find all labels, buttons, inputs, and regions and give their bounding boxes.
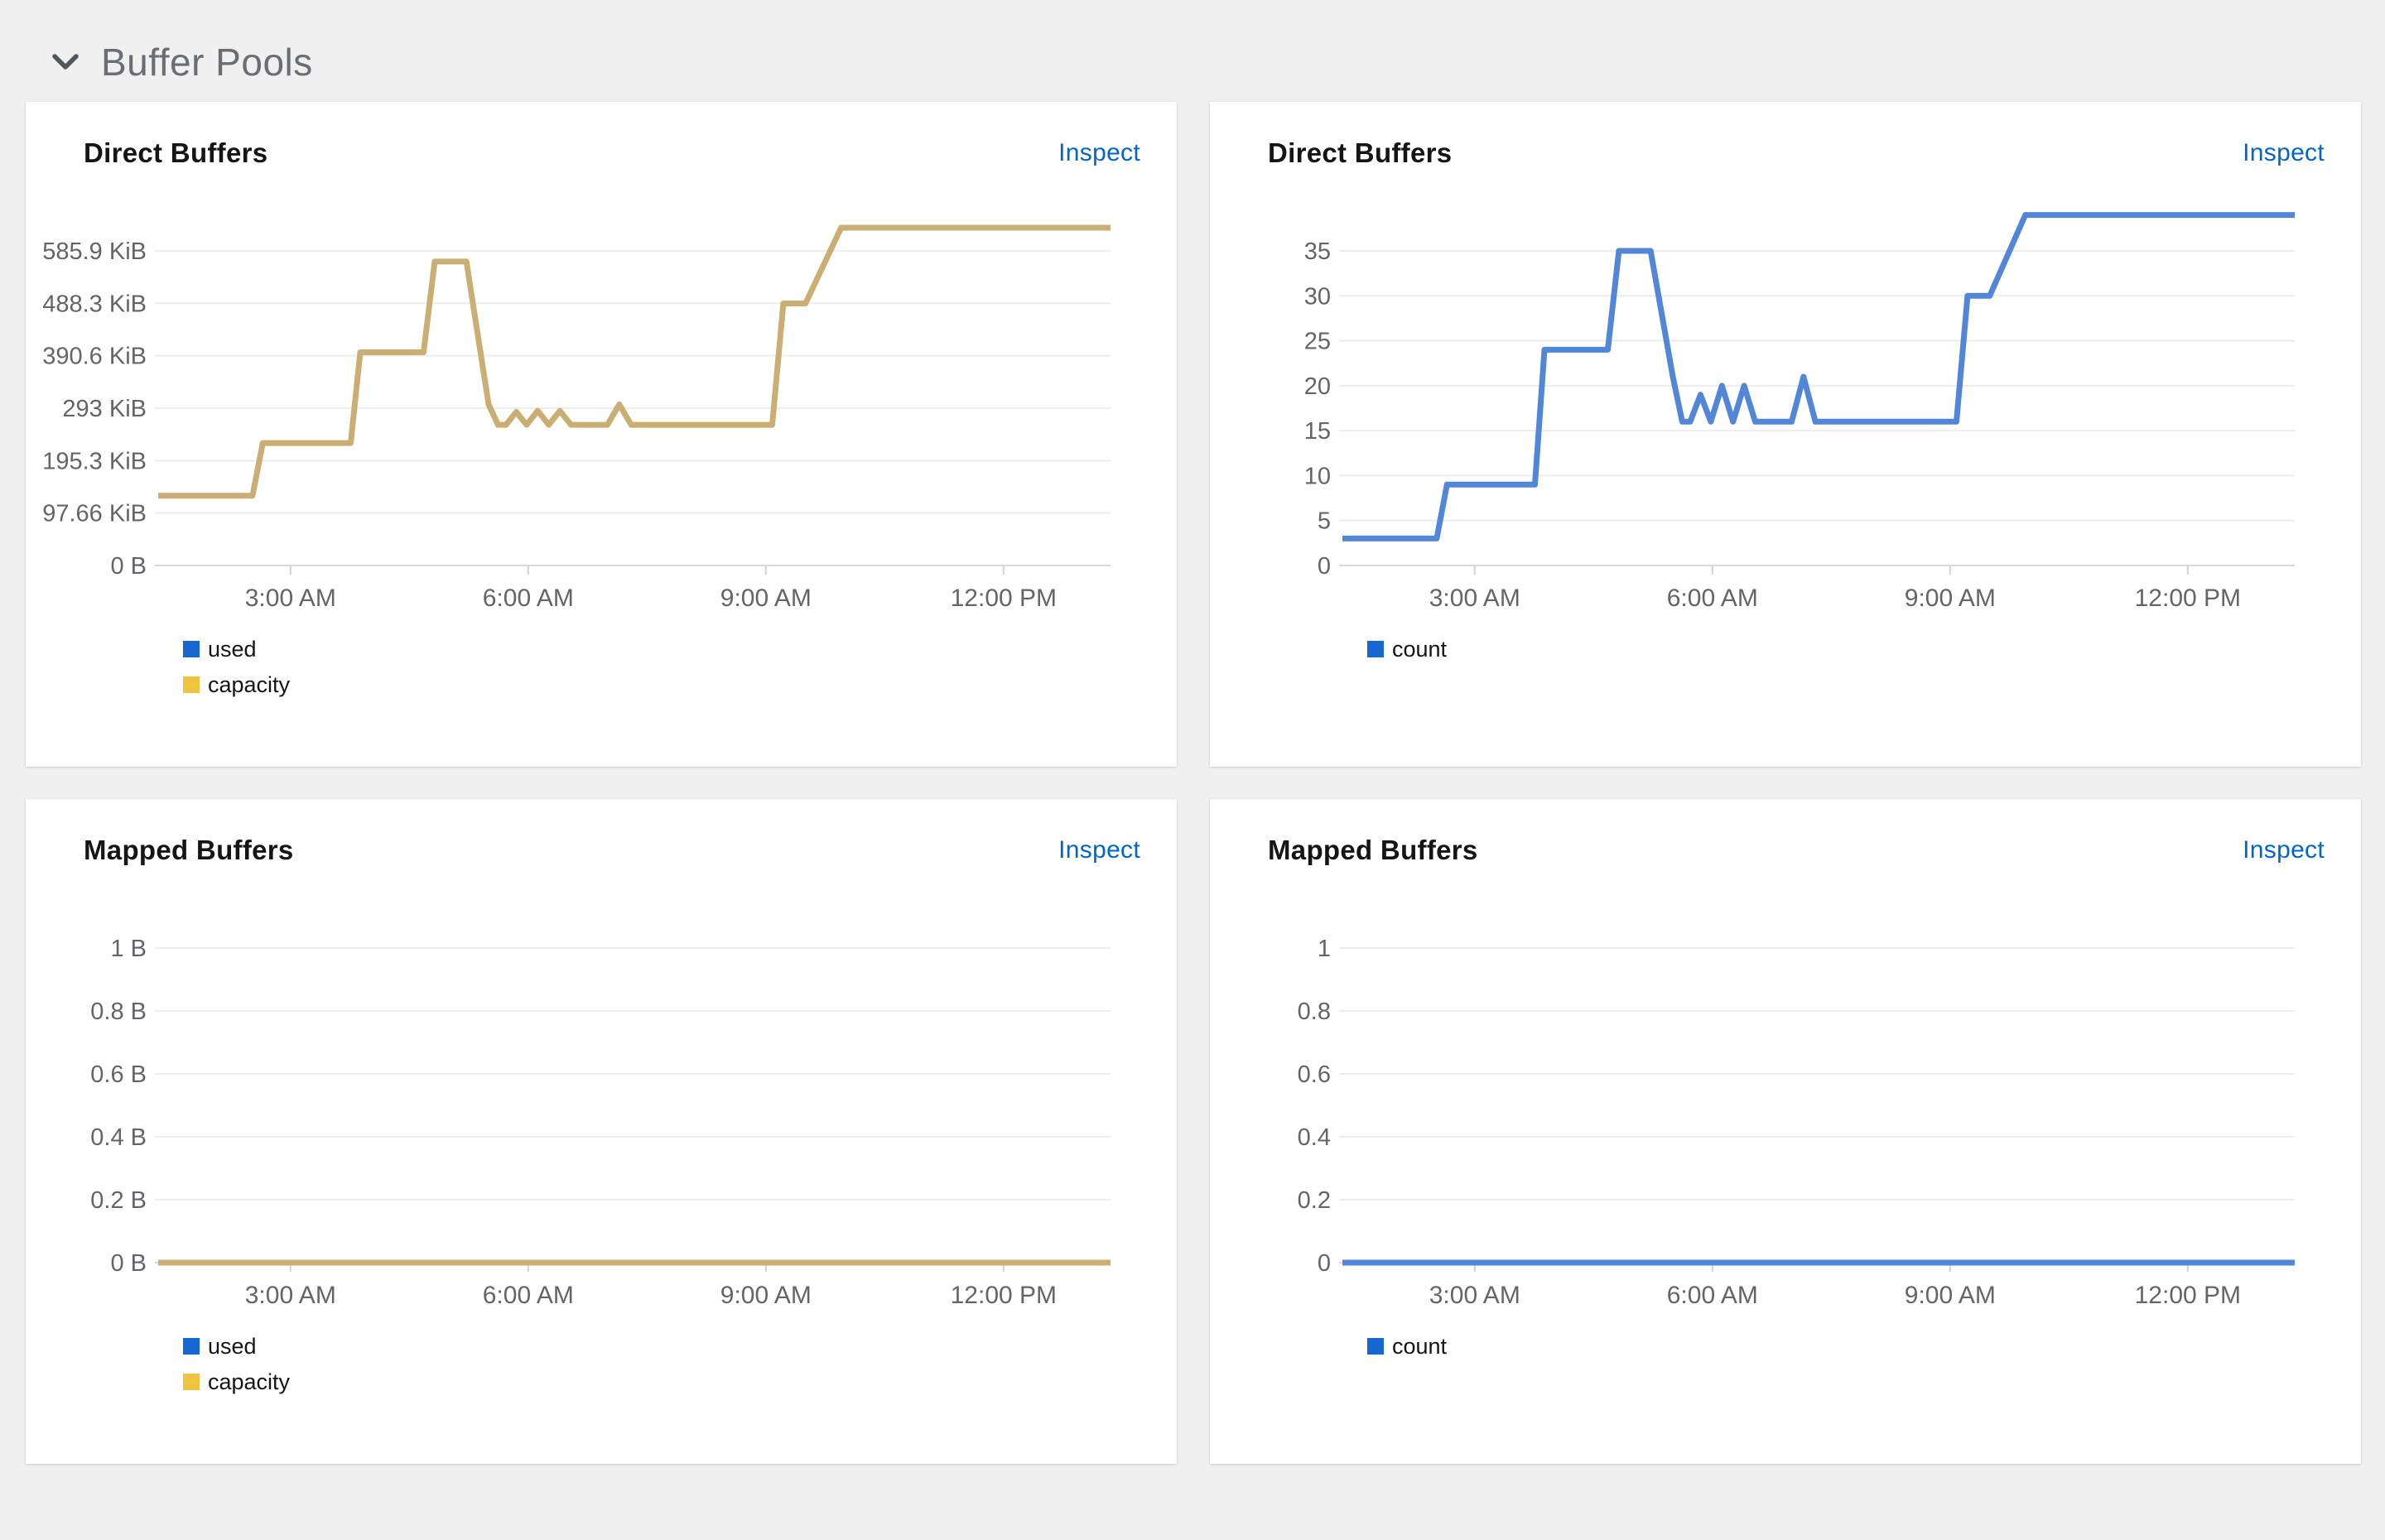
section-header-buffer-pools[interactable]: Buffer Pools <box>0 0 2385 102</box>
y-axis-label: 0 <box>1318 553 1331 580</box>
chart-title: Direct Buffers <box>1268 137 1453 168</box>
y-axis-label: 0 B <box>110 1250 147 1277</box>
y-axis-label: 0.6 B <box>90 1061 147 1088</box>
legend-item-capacity[interactable]: capacity <box>183 1369 1177 1395</box>
chart-legend: count <box>1367 1334 2361 1360</box>
line-chart-direct-buffers-count: 35 30 25 20 15 10 5 0 3:00 AM 6:00 AM 9:00 AM 12:00… <box>1304 211 2295 612</box>
line-chart-mapped-buffers-memory: 1 B 0.8 B 0.6 B 0.4 B 0.2 B 0 B 3:00 AM 6:00 AM… <box>90 936 1111 1309</box>
y-axis-label: 0.4 <box>1298 1124 1331 1151</box>
legend-label: capacity <box>208 1369 291 1394</box>
x-axis-label: 6:00 AM <box>1667 585 1758 612</box>
chart-legend: used capacity <box>183 1334 1177 1395</box>
y-axis-label: 20 <box>1304 373 1331 399</box>
chart-card-direct-buffers-memory: Direct Buffers Inspect 585.9 KiB 488.3 Ki… <box>26 101 1177 767</box>
legend-swatch-icon <box>1367 1338 1384 1355</box>
y-axis-label: 488.3 KiB <box>42 291 147 317</box>
legend-swatch-icon <box>183 641 200 658</box>
series-line-capacity <box>158 224 1111 498</box>
y-axis-label: 5 <box>1318 508 1331 534</box>
y-axis-label: 97.66 KiB <box>42 500 147 527</box>
y-axis-label: 293 KiB <box>62 396 147 422</box>
chart-card-direct-buffers-count: Direct Buffers Inspect 35 30 25 20 15 10 5 0 3:0… <box>1210 101 2361 767</box>
chart-title: Direct Buffers <box>84 137 268 168</box>
legend-label: used <box>208 636 257 662</box>
inspect-link[interactable]: Inspect <box>1058 835 1140 864</box>
x-axis-label: 6:00 AM <box>483 1282 574 1309</box>
chart-legend: used capacity <box>183 637 1177 698</box>
y-axis-label: 390.6 KiB <box>42 343 147 369</box>
chart-title: Mapped Buffers <box>84 834 294 865</box>
inspect-link[interactable]: Inspect <box>1058 138 1140 166</box>
x-axis-label: 3:00 AM <box>245 585 336 612</box>
y-axis-label: 0.2 B <box>90 1187 147 1214</box>
x-axis-label: 9:00 AM <box>720 1282 812 1309</box>
legend-swatch-icon <box>1367 641 1384 658</box>
legend-item-count[interactable]: count <box>1367 637 2361 662</box>
inspect-link[interactable]: Inspect <box>2243 138 2325 166</box>
legend-label: capacity <box>208 671 291 697</box>
chart-card-mapped-buffers-count: Mapped Buffers Inspect 1 0.8 0.6 0.4 0.2 0 3:0… <box>1210 798 2361 1464</box>
y-axis-label: 0 <box>1318 1250 1331 1277</box>
y-axis-label: 0 B <box>110 553 147 580</box>
y-axis-label: 0.4 B <box>90 1124 147 1151</box>
y-axis-label: 35 <box>1304 238 1331 265</box>
series-line-used <box>158 225 1111 498</box>
legend-swatch-icon <box>183 1338 200 1355</box>
legend-label: count <box>1392 1333 1448 1359</box>
y-axis-label: 15 <box>1304 418 1331 445</box>
x-axis-label: 3:00 AM <box>245 1282 336 1309</box>
y-axis-label: 25 <box>1304 328 1331 354</box>
chart-title: Mapped Buffers <box>1268 834 1478 865</box>
x-axis-label: 12:00 PM <box>951 1282 1057 1309</box>
chart-legend: count <box>1367 637 2361 662</box>
legend-item-used[interactable]: used <box>183 637 1177 662</box>
x-axis-label: 3:00 AM <box>1429 585 1520 612</box>
legend-label: used <box>208 1333 257 1359</box>
y-axis-label: 10 <box>1304 463 1331 489</box>
inspect-link[interactable]: Inspect <box>2243 835 2325 864</box>
line-chart-direct-buffers-memory: 585.9 KiB 488.3 KiB 390.6 KiB 293 KiB 195.3 … <box>42 224 1111 612</box>
series-line-count <box>1342 211 2295 541</box>
x-axis-label: 12:00 PM <box>2135 1282 2241 1309</box>
y-axis-label: 195.3 KiB <box>42 448 147 474</box>
buffer-pools-page: Buffer Pools Direct Buffers Inspect 585.… <box>0 0 2385 1464</box>
x-axis-label: 6:00 AM <box>483 585 574 612</box>
legend-item-count[interactable]: count <box>1367 1334 2361 1360</box>
x-axis-label: 9:00 AM <box>1905 1282 1996 1309</box>
y-axis-label: 0.6 <box>1298 1061 1331 1088</box>
y-axis-label: 1 <box>1318 936 1331 962</box>
legend-swatch-icon <box>183 1374 200 1391</box>
y-axis-label: 585.9 KiB <box>42 238 147 265</box>
line-chart-mapped-buffers-count: 1 0.8 0.6 0.4 0.2 0 3:00 AM 6:00 AM 9:00 AM 12:00… <box>1298 936 2295 1309</box>
charts-grid: Direct Buffers Inspect 585.9 KiB 488.3 Ki… <box>0 101 2385 1464</box>
x-axis-label: 9:00 AM <box>1905 585 1996 612</box>
x-axis-label: 3:00 AM <box>1429 1282 1520 1309</box>
x-axis-label: 6:00 AM <box>1667 1282 1758 1309</box>
y-axis-label: 1 B <box>110 936 147 962</box>
section-title: Buffer Pools <box>101 41 313 84</box>
y-axis-label: 0.8 <box>1298 999 1331 1025</box>
legend-label: count <box>1392 636 1448 662</box>
x-axis-label: 9:00 AM <box>720 585 812 612</box>
chart-card-mapped-buffers-memory: Mapped Buffers Inspect 1 B 0.8 B 0.6 B 0.4 … <box>26 798 1177 1464</box>
legend-item-capacity[interactable]: capacity <box>183 672 1177 698</box>
x-axis-label: 12:00 PM <box>951 585 1057 612</box>
legend-item-used[interactable]: used <box>183 1334 1177 1360</box>
legend-swatch-icon <box>183 676 200 694</box>
x-axis-label: 12:00 PM <box>2135 585 2241 612</box>
y-axis-label: 30 <box>1304 283 1331 310</box>
y-axis-label: 0.2 <box>1298 1187 1331 1214</box>
chevron-down-icon <box>51 52 80 72</box>
y-axis-label: 0.8 B <box>90 999 147 1025</box>
